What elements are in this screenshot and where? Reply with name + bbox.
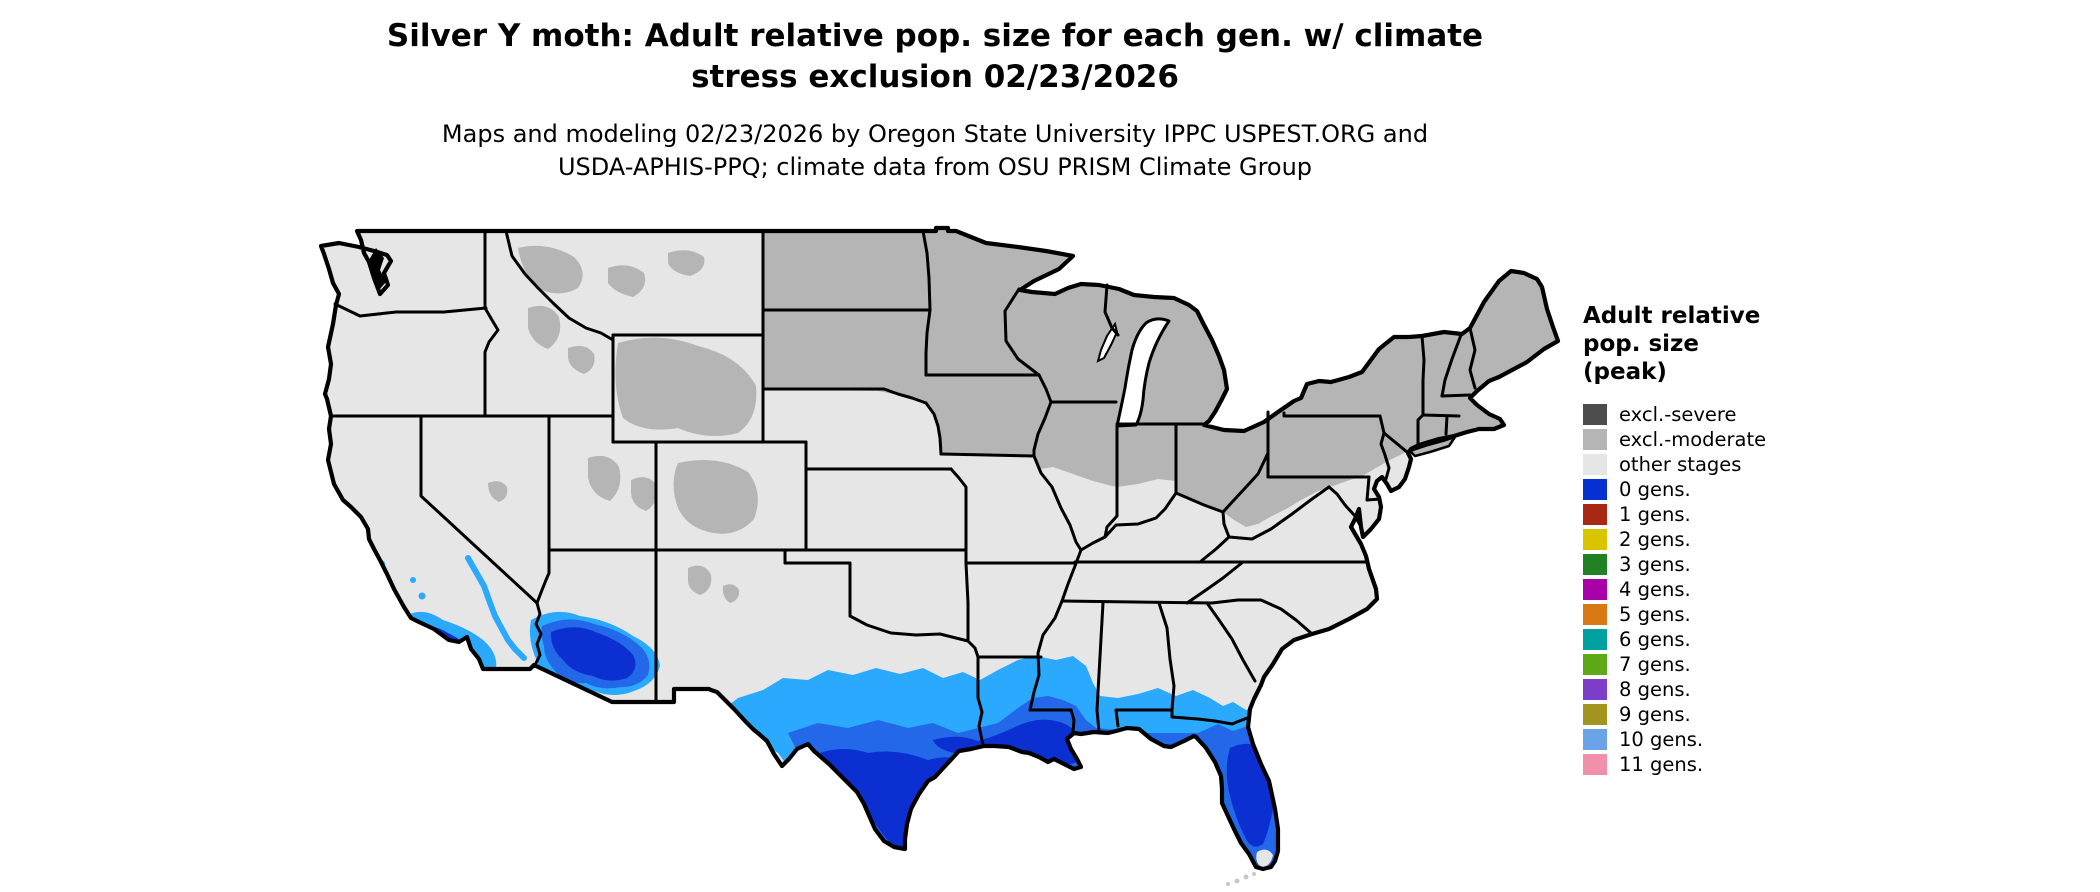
- legend-item-label: 6 gens.: [1619, 628, 1691, 651]
- legend-item: 1 gens.: [1583, 502, 1823, 527]
- attribution-subtitle: Maps and modeling 02/23/2026 by Oregon S…: [0, 118, 1870, 184]
- long-island: [1408, 435, 1457, 458]
- florida-keys: [1226, 872, 1256, 886]
- legend-item-label: 0 gens.: [1619, 478, 1691, 501]
- legend-item-label: 4 gens.: [1619, 578, 1691, 601]
- legend-item-label: 2 gens.: [1619, 528, 1691, 551]
- legend-item-label: excl.-moderate: [1619, 428, 1767, 451]
- legend-item-label: 5 gens.: [1619, 603, 1691, 626]
- legend-item-label: 1 gens.: [1619, 503, 1691, 526]
- legend-swatch: [1583, 404, 1607, 425]
- legend-item-label: 7 gens.: [1619, 653, 1691, 676]
- legend-swatch: [1583, 454, 1607, 475]
- page-title-line2: stress exclusion 02/23/2026: [691, 59, 1179, 95]
- page-title: Silver Y moth: Adult relative pop. size …: [0, 16, 1870, 98]
- legend-item-label: other stages: [1619, 453, 1742, 476]
- legend-swatch: [1583, 654, 1607, 675]
- attribution-line1: Maps and modeling 02/23/2026 by Oregon S…: [441, 120, 1429, 148]
- puget-sound: [369, 248, 386, 290]
- legend-item: 6 gens.: [1583, 627, 1823, 652]
- legend-item: 11 gens.: [1583, 752, 1823, 777]
- legend-item-label: 10 gens.: [1619, 728, 1704, 751]
- legend-item: excl.-severe: [1583, 402, 1823, 427]
- legend-swatch: [1583, 679, 1607, 700]
- us-map: [318, 225, 1561, 888]
- state-borders: [329, 229, 1477, 747]
- legend-swatch: [1583, 579, 1607, 600]
- legend-item: 3 gens.: [1583, 552, 1823, 577]
- legend-item-label: excl.-severe: [1619, 403, 1737, 426]
- legend-swatch: [1583, 504, 1607, 525]
- legend-item: 10 gens.: [1583, 727, 1823, 752]
- legend-item: 5 gens.: [1583, 602, 1823, 627]
- region-florida-tip-other-stages: [1256, 849, 1273, 868]
- page-title-line1: Silver Y moth: Adult relative pop. size …: [386, 18, 1484, 54]
- lake-michigan: [1115, 317, 1171, 428]
- legend-swatch: [1583, 754, 1607, 775]
- legend-title: Adult relative pop. size (peak): [1583, 302, 1823, 386]
- legend-item-label: 11 gens.: [1619, 753, 1704, 776]
- legend-item-label: 3 gens.: [1619, 553, 1691, 576]
- legend-item: 8 gens.: [1583, 677, 1823, 702]
- legend-title-line1: Adult relative: [1583, 303, 1761, 329]
- legend-swatch: [1583, 554, 1607, 575]
- legend-items: excl.-severe excl.-moderate other stages 0 …: [1583, 402, 1823, 777]
- nation-outline: [318, 225, 1561, 872]
- legend-swatch: [1583, 704, 1607, 725]
- attribution-line2: USDA-APHIS-PPQ; climate data from OSU PR…: [557, 153, 1313, 181]
- legend-title-line3: (peak): [1583, 359, 1667, 385]
- legend-item: 4 gens.: [1583, 577, 1823, 602]
- legend-swatch: [1583, 729, 1607, 750]
- legend-item: excl.-moderate: [1583, 427, 1823, 452]
- legend-item: 9 gens.: [1583, 702, 1823, 727]
- region-excluded-moderate-mountains: [488, 245, 788, 603]
- legend-item-label: 8 gens.: [1619, 678, 1691, 701]
- legend-swatch: [1583, 629, 1607, 650]
- legend: Adult relative pop. size (peak) excl.-se…: [1583, 302, 1823, 777]
- legend-title-line2: pop. size: [1583, 331, 1700, 357]
- legend-item: 7 gens.: [1583, 652, 1823, 677]
- legend-swatch: [1583, 529, 1607, 550]
- legend-swatch: [1583, 429, 1607, 450]
- legend-item: 2 gens.: [1583, 527, 1823, 552]
- legend-item: other stages: [1583, 452, 1823, 477]
- legend-swatch: [1583, 479, 1607, 500]
- legend-swatch: [1583, 604, 1607, 625]
- legend-item: 0 gens.: [1583, 477, 1823, 502]
- legend-item-label: 9 gens.: [1619, 703, 1691, 726]
- us-map-svg: [318, 225, 1561, 886]
